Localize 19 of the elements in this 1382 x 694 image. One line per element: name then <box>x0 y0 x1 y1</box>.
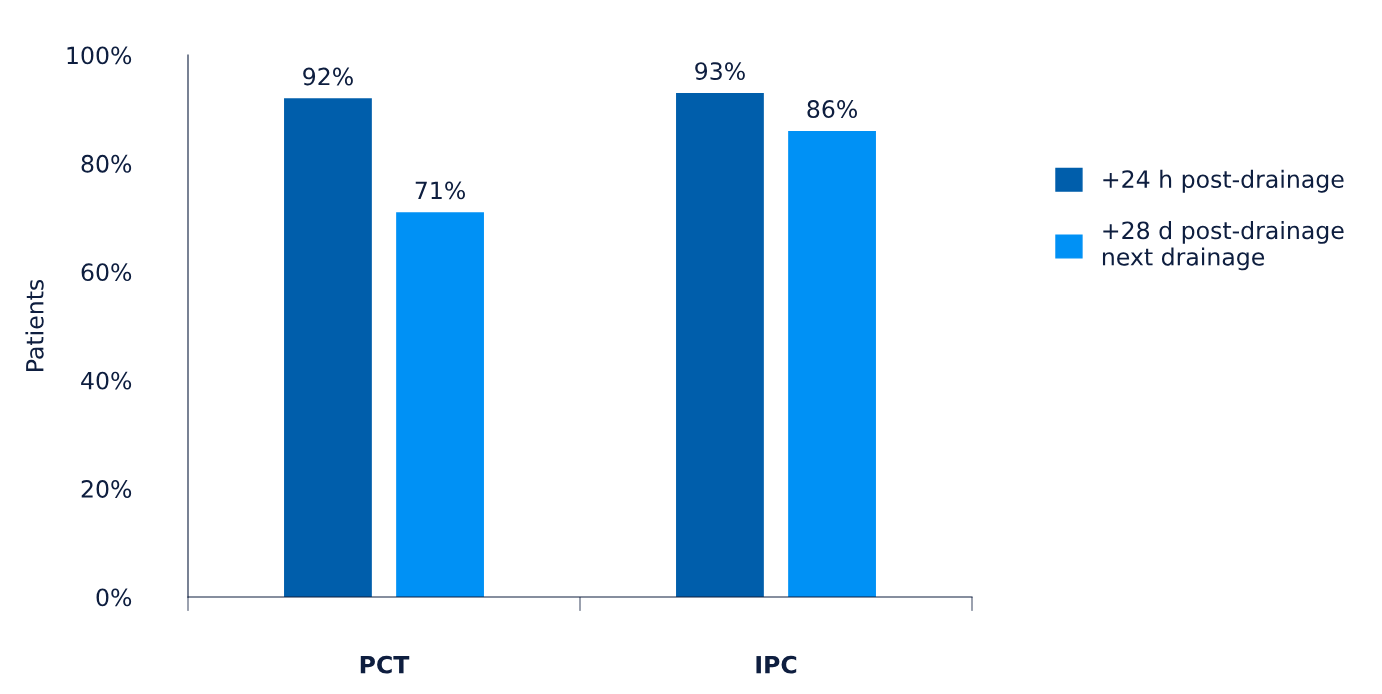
y-tick-label: 0% <box>96 588 132 607</box>
data-label: 86% <box>807 100 857 118</box>
bar <box>284 98 372 597</box>
legend-label: +24 h post-drainage <box>1103 169 1344 193</box>
y-tick-label: 20% <box>81 480 132 498</box>
data-label: 93% <box>695 62 745 81</box>
legend-label: +28 d post-drainage next drainage <box>1102 220 1344 271</box>
y-tick-label: 40% <box>81 371 132 390</box>
y-tick-label: 80% <box>81 154 132 173</box>
y-tick-label: 60% <box>81 263 132 282</box>
bar <box>396 212 484 597</box>
x-tick-label: PCT <box>360 655 410 674</box>
data-label: 92% <box>303 67 353 86</box>
y-axis-title: Patients <box>25 279 44 371</box>
bar <box>676 92 764 597</box>
data-label: 71% <box>415 181 465 200</box>
bar <box>788 130 876 597</box>
x-tick-label: IPC <box>756 655 797 674</box>
y-tick-label: 100% <box>67 46 132 65</box>
